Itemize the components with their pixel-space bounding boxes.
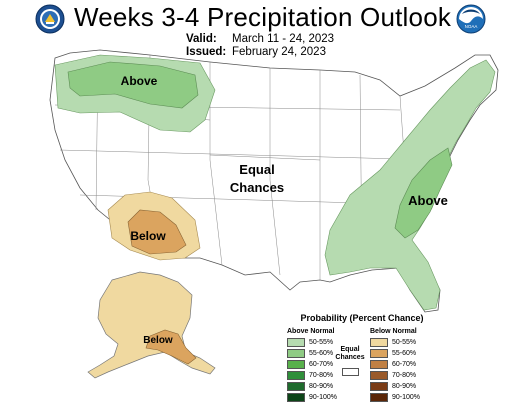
legend-title: Probability (Percent Chance) bbox=[300, 313, 424, 323]
legend-below-label: 70-80% bbox=[392, 372, 417, 379]
legend-above-label: 50-55% bbox=[309, 339, 334, 346]
legend-above-label: 80-90% bbox=[309, 383, 334, 390]
valid-label: Valid: bbox=[186, 33, 217, 45]
northwest-above-mid bbox=[67, 61, 199, 109]
legend-equal-swatch bbox=[342, 368, 359, 376]
legend-equal-line2: Chances bbox=[335, 354, 365, 361]
legend-above-swatch bbox=[287, 360, 305, 369]
legend-above-item: 90-100% bbox=[287, 393, 337, 402]
valid-dates: March 11 - 24, 2023 bbox=[232, 33, 335, 45]
legend-below-swatch bbox=[370, 393, 388, 402]
legend-above-item: 50-55% bbox=[287, 338, 333, 347]
page-title: Weeks 3-4 Precipitation Outlook bbox=[73, 2, 452, 32]
legend-below-label: 55-60% bbox=[392, 350, 417, 357]
legend-above-item: 60-70% bbox=[287, 360, 333, 369]
legend-above-swatch bbox=[287, 382, 305, 391]
legend-below-label: 80-90% bbox=[392, 383, 417, 390]
legend-below-item: 50-55% bbox=[370, 338, 416, 347]
legend-below-item: 60-70% bbox=[370, 360, 416, 369]
legend-below-swatch bbox=[370, 360, 388, 369]
label-southwest: Below bbox=[130, 229, 166, 243]
legend-below-item: 55-60% bbox=[370, 349, 416, 358]
legend-below-item: 80-90% bbox=[370, 382, 416, 391]
legend-above-swatch bbox=[287, 371, 305, 380]
alaska-below-mid bbox=[145, 329, 197, 365]
legend-above-item: 70-80% bbox=[287, 371, 333, 380]
legend: Probability (Percent Chance) Above Norma… bbox=[282, 313, 522, 405]
legend-below-item: 90-100% bbox=[370, 393, 420, 402]
legend-below-swatch bbox=[370, 349, 388, 358]
legend-below-swatch bbox=[370, 371, 388, 380]
southwest-below-mid bbox=[127, 209, 187, 255]
legend-above-swatch bbox=[287, 393, 305, 402]
legend-above-swatch bbox=[287, 338, 305, 347]
legend-below-item: 70-80% bbox=[370, 371, 416, 380]
legend-above-label: 90-100% bbox=[309, 394, 338, 401]
legend-below-swatch bbox=[370, 338, 388, 347]
legend-above-item: 55-60% bbox=[287, 349, 333, 358]
legend-above-swatch bbox=[287, 349, 305, 358]
alaska-below-light bbox=[87, 271, 216, 379]
issued-date: February 24, 2023 bbox=[232, 46, 326, 58]
legend-below-label: 90-100% bbox=[392, 394, 421, 401]
legend-equal-label: Equal Chances bbox=[335, 346, 365, 362]
date-block: Valid: March 11 - 24, 2023 Issued: Februar… bbox=[186, 33, 334, 59]
doc-seal-icon bbox=[35, 4, 65, 34]
east-above-mid bbox=[394, 147, 453, 239]
legend-above-label: 60-70% bbox=[309, 361, 334, 368]
label-alaska: Below bbox=[143, 335, 173, 346]
legend-above-label: 55-60% bbox=[309, 350, 334, 357]
label-center-line1: Equal bbox=[239, 162, 274, 177]
label-northwest: Above bbox=[121, 74, 158, 88]
legend-below-label: 50-55% bbox=[392, 339, 417, 346]
noaa-logo-icon: NOAA bbox=[456, 4, 486, 34]
issued-label: Issued: bbox=[186, 46, 227, 58]
legend-above-title: Above Normal bbox=[287, 328, 335, 335]
legend-above-item: 80-90% bbox=[287, 382, 333, 391]
legend-above-label: 70-80% bbox=[309, 372, 334, 379]
legend-below-swatch bbox=[370, 382, 388, 391]
legend-below-label: 60-70% bbox=[392, 361, 417, 368]
svg-text:NOAA: NOAA bbox=[465, 24, 478, 29]
legend-equal-line1: Equal bbox=[340, 346, 360, 353]
label-center-line2: Chances bbox=[230, 180, 284, 195]
legend-below-title: Below Normal bbox=[370, 328, 417, 335]
label-east: Above bbox=[408, 193, 448, 208]
